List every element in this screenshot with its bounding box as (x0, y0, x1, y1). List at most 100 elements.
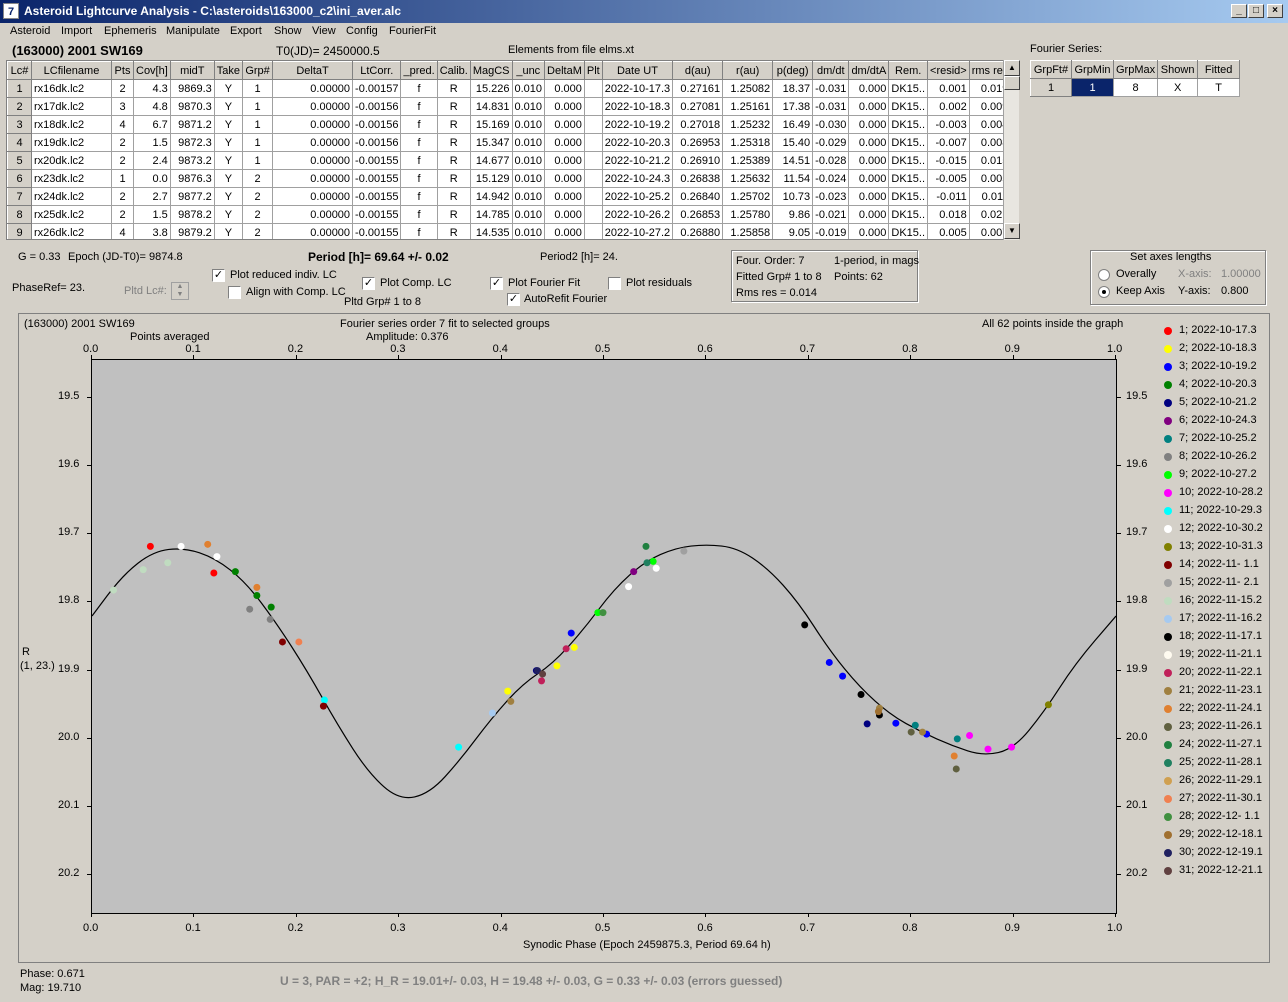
col-header[interactable]: dm/dtA (848, 61, 890, 80)
table-cell[interactable]: 15.169 (469, 115, 513, 134)
table-cell[interactable]: DK15.. (888, 187, 929, 206)
table-cell[interactable]: 2 (111, 79, 134, 98)
table-row[interactable]: 6 rx23dk.lc2 1 0.0 9876.3 Y 2 0.00000 -0.00155 f R… (7, 169, 1012, 188)
menu-import[interactable]: Import (61, 25, 93, 37)
table-cell[interactable]: 1.25702 (722, 187, 774, 206)
table-cell[interactable]: 0.00000 (272, 97, 354, 116)
table-cell[interactable]: 0.00000 (272, 187, 354, 206)
col-header[interactable]: DeltaM (544, 61, 585, 80)
table-cell[interactable]: -0.00156 (352, 97, 402, 116)
table-cell[interactable]: 0.010 (511, 169, 546, 188)
table-cell[interactable]: 0.000 (544, 133, 585, 152)
table-row[interactable]: 1 rx16dk.lc2 2 4.3 9869.3 Y 1 0.00000 -0.00157 f R… (7, 79, 1012, 98)
table-cell[interactable]: 9871.2 (169, 115, 215, 134)
table-cell[interactable]: 1 (111, 169, 134, 188)
scroll-up-icon[interactable]: ▲ (1004, 60, 1020, 76)
table-cell[interactable]: 1.5 (133, 133, 171, 152)
table-cell[interactable]: Y (213, 151, 244, 170)
table-cell[interactable]: Y (213, 133, 244, 152)
table-cell[interactable]: 9869.3 (169, 79, 215, 98)
table-cell[interactable]: 0.010 (511, 205, 546, 224)
col-header[interactable]: midT (169, 61, 215, 80)
table-cell[interactable]: 10.73 (772, 187, 814, 206)
table-cell[interactable]: 1 (7, 79, 32, 98)
menu-asteroid[interactable]: Asteroid (10, 25, 51, 37)
table-cell[interactable]: 0.000 (848, 97, 890, 116)
table-cell[interactable]: 0.021 (968, 205, 1012, 224)
table-cell[interactable]: f (400, 187, 438, 206)
table-cell[interactable]: f (400, 205, 438, 224)
col-header[interactable]: _pred. (400, 61, 438, 80)
table-cell[interactable]: 2022-10-25.2 (601, 187, 674, 206)
table-cell[interactable]: 9.05 (772, 223, 814, 239)
table-cell[interactable]: 9870.3 (169, 97, 215, 116)
table-cell[interactable]: 14.535 (469, 223, 513, 239)
table-cell[interactable]: 15.347 (469, 133, 513, 152)
table-cell[interactable]: 9878.2 (169, 205, 215, 224)
table-cell[interactable]: 2 (111, 133, 134, 152)
table-cell[interactable]: DK15.. (888, 169, 929, 188)
table-cell[interactable]: 2.4 (133, 151, 171, 170)
table-cell[interactable]: -0.029 (812, 133, 850, 152)
table-cell[interactable] (583, 169, 603, 188)
table-cell[interactable]: 0.000 (544, 169, 585, 188)
table-cell[interactable]: 16.49 (772, 115, 814, 134)
table-row[interactable]: 3 rx18dk.lc2 4 6.7 9871.2 Y 1 0.00000 -0.00156 f R… (7, 115, 1012, 134)
table-cell[interactable]: 3 (7, 115, 32, 134)
minimize-button[interactable]: _ (1231, 4, 1247, 18)
fourier-cell[interactable]: T (1197, 78, 1241, 97)
table-cell[interactable]: 0.26853 (672, 205, 724, 224)
table-cell[interactable]: -0.024 (812, 169, 850, 188)
table-cell[interactable]: 0.000 (848, 133, 890, 152)
table-cell[interactable]: -0.00155 (352, 151, 402, 170)
table-cell[interactable]: f (400, 79, 438, 98)
table-cell[interactable]: 2.7 (133, 187, 171, 206)
table-cell[interactable]: 0.27161 (672, 79, 724, 98)
table-cell[interactable]: R (436, 115, 471, 134)
yaxis-value[interactable]: 0.800 (1221, 285, 1249, 297)
table-cell[interactable]: 4 (111, 115, 134, 134)
table-cell[interactable]: 2022-10-26.2 (601, 205, 674, 224)
table-cell[interactable]: 2022-10-20.3 (601, 133, 674, 152)
keep-axis-radio[interactable] (1098, 286, 1110, 298)
table-cell[interactable]: R (436, 133, 471, 152)
table-cell[interactable]: -0.00156 (352, 133, 402, 152)
col-header[interactable]: rms res (968, 61, 1012, 80)
table-cell[interactable]: 0.010 (511, 223, 546, 239)
table-cell[interactable]: 0.019 (968, 79, 1012, 98)
app-icon[interactable]: 7 (3, 3, 19, 19)
table-cell[interactable]: 2 (111, 151, 134, 170)
table-cell[interactable]: 15.226 (469, 79, 513, 98)
col-header[interactable]: Plt (583, 61, 603, 80)
table-row[interactable]: 4 rx19dk.lc2 2 1.5 9872.3 Y 1 0.00000 -0.00156 f R… (7, 133, 1012, 152)
table-cell[interactable]: rx23dk.lc2 (31, 169, 112, 188)
table-cell[interactable]: 0.000 (848, 169, 890, 188)
table-cell[interactable]: 1 (242, 151, 274, 170)
col-header[interactable]: d(au) (672, 61, 724, 80)
table-cell[interactable]: Y (213, 205, 244, 224)
table-cell[interactable]: f (400, 169, 438, 188)
table-cell[interactable] (583, 187, 603, 206)
table-cell[interactable]: 2 (111, 187, 134, 206)
col-header[interactable]: Fitted (1197, 60, 1241, 79)
table-cell[interactable]: 1.25389 (722, 151, 774, 170)
table-cell[interactable]: Y (213, 187, 244, 206)
table-cell[interactable]: -0.00156 (352, 115, 402, 134)
table-cell[interactable]: 4.8 (133, 97, 171, 116)
scroll-thumb[interactable] (1004, 76, 1020, 90)
table-cell[interactable] (583, 205, 603, 224)
table-cell[interactable]: 9876.3 (169, 169, 215, 188)
table-scrollbar[interactable]: ▲ ▼ (1003, 60, 1020, 240)
table-cell[interactable]: 2022-10-17.3 (601, 79, 674, 98)
table-cell[interactable]: 0.000 (544, 97, 585, 116)
close-button[interactable]: × (1267, 4, 1283, 18)
pltd-lc-spinner[interactable]: ▲ ▼ (171, 282, 189, 300)
table-cell[interactable]: 0.000 (544, 205, 585, 224)
table-cell[interactable]: DK15.. (888, 205, 929, 224)
lightcurve-table[interactable]: Lc# LCfilename Pts Cov[h] midT Take Grp# DeltaT… (6, 60, 1019, 240)
table-cell[interactable]: Y (213, 97, 244, 116)
col-header[interactable]: dm/dt (812, 61, 850, 80)
col-header[interactable]: GrpMin (1071, 60, 1114, 79)
table-cell[interactable]: R (436, 97, 471, 116)
table-cell[interactable]: 0.000 (848, 223, 890, 239)
